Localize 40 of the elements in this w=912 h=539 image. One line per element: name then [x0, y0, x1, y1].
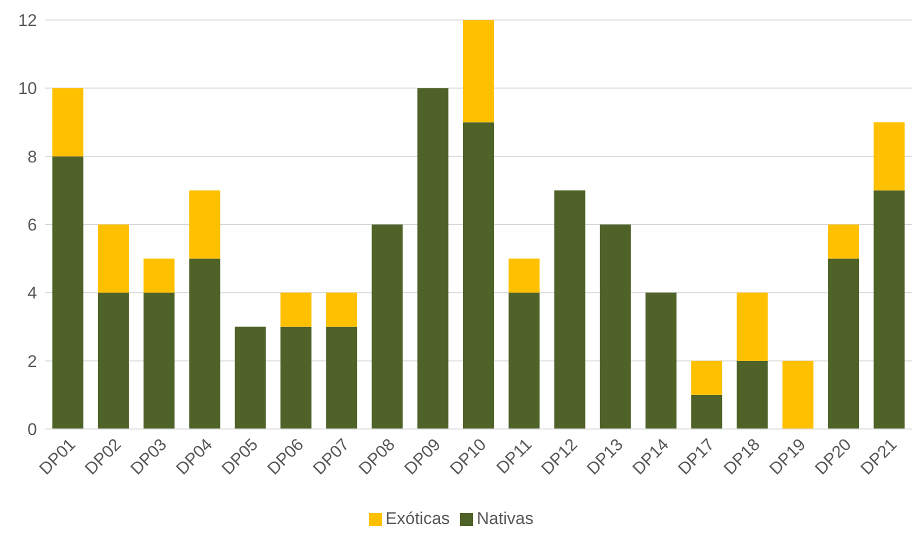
y-tick-label: 4	[28, 284, 37, 303]
bar	[508, 258, 540, 293]
bar	[189, 190, 220, 259]
y-tick-label: 8	[28, 147, 37, 166]
bar	[828, 258, 860, 429]
bar	[280, 326, 312, 429]
bar	[326, 326, 358, 429]
y-tick-label: 6	[28, 216, 37, 235]
bar	[600, 224, 631, 429]
y-tick-label: 10	[18, 79, 37, 98]
legend-label: Exóticas	[386, 509, 450, 528]
bar	[189, 258, 220, 429]
y-tick-label: 2	[28, 352, 37, 371]
bar	[874, 122, 905, 190]
y-tick-label: 0	[28, 420, 37, 440]
bar	[326, 292, 358, 327]
legend-label: Nativas	[476, 509, 534, 528]
bar	[98, 224, 129, 293]
bar	[736, 360, 768, 429]
bar	[52, 88, 84, 156]
bar	[691, 394, 722, 429]
bar	[372, 224, 403, 429]
bar	[691, 360, 722, 395]
bar	[462, 122, 494, 429]
bar	[417, 88, 448, 429]
bar	[144, 292, 175, 429]
bar	[646, 292, 677, 429]
bar	[462, 20, 494, 122]
bar	[508, 292, 540, 429]
bar	[98, 292, 129, 429]
bar	[874, 190, 905, 429]
bar	[234, 326, 266, 429]
bar	[828, 224, 860, 259]
bar	[736, 292, 768, 361]
y-tick-label: 12	[18, 11, 37, 30]
bar	[554, 190, 586, 429]
bar	[52, 156, 84, 429]
bar	[782, 360, 814, 429]
bar	[280, 292, 312, 327]
bar	[144, 258, 175, 293]
